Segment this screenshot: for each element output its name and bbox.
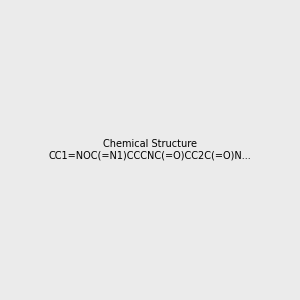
Text: Chemical Structure
CC1=NOC(=N1)CCCNC(=O)CC2C(=O)N...: Chemical Structure CC1=NOC(=N1)CCCNC(=O)…	[49, 139, 251, 161]
